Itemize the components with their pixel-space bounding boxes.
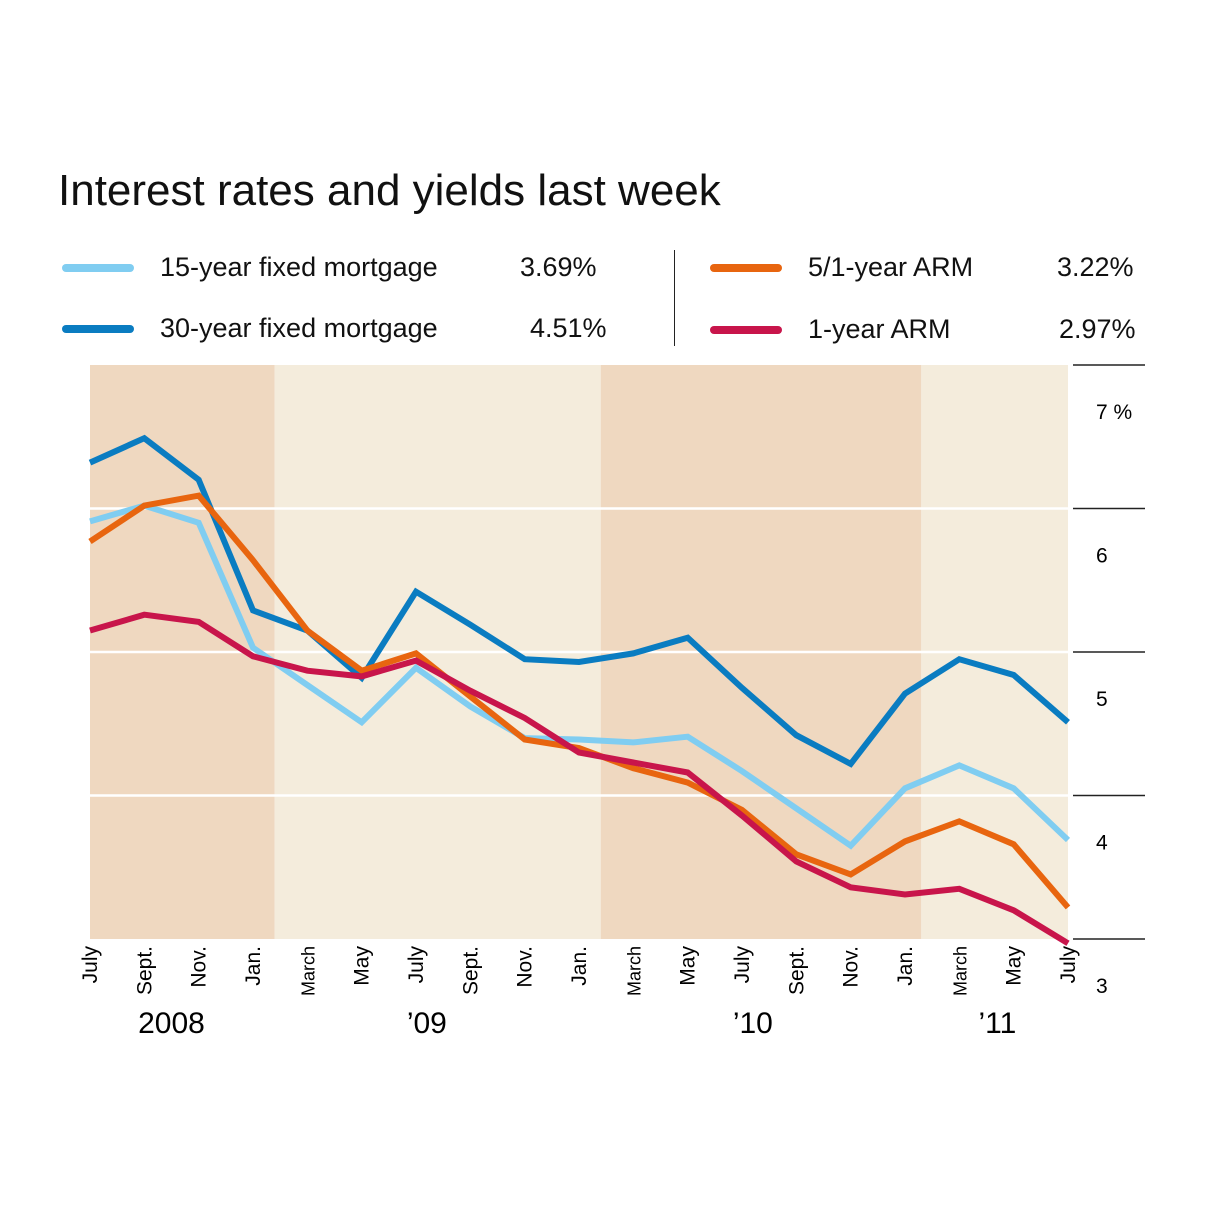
x-tick-label: Sept. [459, 946, 482, 995]
series-line [88, 434, 1070, 768]
legend-item-15-year: 15-year fixed mortgage 3.69% [62, 252, 597, 283]
x-tick-label: Jan. [568, 946, 591, 986]
x-tick-label: May [1003, 946, 1026, 986]
y-tick-label: 6 [1096, 545, 1108, 568]
legend-label: 5/1-year ARM [808, 252, 974, 282]
x-tick-label: March [950, 946, 970, 996]
x-tick-label: March [624, 946, 644, 996]
legend-swatch [710, 325, 782, 334]
year-label: ’09 [407, 1007, 447, 1040]
x-tick-label: Nov. [514, 946, 537, 988]
legend-value: 3.69% [520, 252, 597, 282]
series-line [89, 611, 1070, 946]
x-tick-label: Sept. [785, 946, 808, 995]
x-tick-label: July [79, 946, 102, 984]
legend-swatch [62, 263, 134, 272]
x-tick-label: July [1057, 946, 1080, 984]
x-tick-label: March [298, 946, 318, 996]
legend-value: 4.51% [530, 313, 607, 343]
x-tick-label: Nov. [188, 946, 211, 988]
y-tick-label: 3 [1096, 975, 1108, 998]
x-tick-label: Jan. [242, 946, 265, 986]
y-tick-label: 5 [1096, 688, 1108, 711]
legend-item-5-1-arm: 5/1-year ARM 3.22% [710, 252, 1134, 283]
legend-value: 2.97% [1059, 314, 1136, 344]
x-tick-label: Sept. [133, 946, 156, 995]
legend-item-30-year: 30-year fixed mortgage 4.51% [62, 313, 607, 344]
x-tick-label: July [731, 946, 754, 984]
legend-swatch [62, 324, 134, 333]
series-line [89, 502, 1071, 850]
x-tick-label: May [351, 946, 374, 986]
x-tick-label: Jan. [894, 946, 917, 986]
year-label: ’10 [733, 1007, 773, 1040]
legend-label: 30-year fixed mortgage [160, 313, 438, 343]
series-line [88, 492, 1071, 910]
legend-divider [674, 250, 675, 346]
x-tick-label: Nov. [840, 946, 863, 988]
legend-swatch [710, 263, 782, 272]
year-label: 2008 [138, 1007, 205, 1040]
legend-label: 1-year ARM [808, 314, 951, 344]
chart-title: Interest rates and yields last week [58, 166, 721, 215]
legend-item-1-year-arm: 1-year ARM 2.97% [710, 314, 1136, 345]
legend-label: 15-year fixed mortgage [160, 252, 438, 282]
legend-value: 3.22% [1057, 252, 1134, 282]
year-label: ’11 [978, 1007, 1016, 1040]
x-tick-label: July [405, 946, 428, 984]
y-tick-label: 4 [1096, 832, 1108, 855]
y-tick-label: 7 % [1096, 401, 1132, 424]
x-tick-label: May [677, 946, 700, 986]
